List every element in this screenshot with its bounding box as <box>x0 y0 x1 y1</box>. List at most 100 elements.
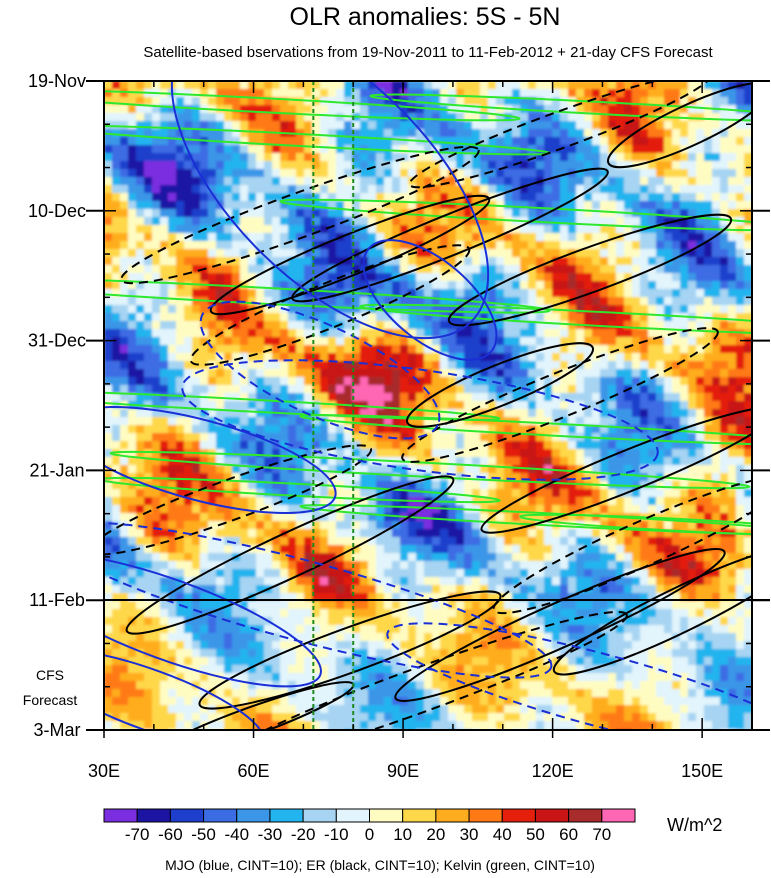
heatmap-cell <box>424 545 433 554</box>
heatmap-cell <box>464 393 473 402</box>
heatmap-cell <box>616 497 625 506</box>
heatmap-cell <box>704 185 713 194</box>
heatmap-cell <box>488 393 497 402</box>
heatmap-cell <box>496 537 505 546</box>
heatmap-cell <box>680 353 689 362</box>
heatmap-cell <box>168 185 177 194</box>
heatmap-cell <box>144 489 153 498</box>
heatmap-cell <box>664 313 673 322</box>
heatmap-cell <box>696 561 705 570</box>
heatmap-cell <box>488 297 497 306</box>
heatmap-cell <box>144 305 153 314</box>
heatmap-cell <box>432 249 441 258</box>
heatmap-cell <box>192 217 201 226</box>
heatmap-cell <box>656 161 665 170</box>
heatmap-cell <box>520 169 529 178</box>
heatmap-cell <box>712 305 721 314</box>
heatmap-cell <box>600 417 609 426</box>
heatmap-cell <box>464 209 473 218</box>
heatmap-cell <box>128 185 137 194</box>
heatmap-cell <box>512 337 521 346</box>
heatmap-cell <box>488 121 497 130</box>
heatmap-cell <box>240 121 249 130</box>
heatmap-cell <box>216 545 225 554</box>
heatmap-cell <box>184 465 193 474</box>
heatmap-cell <box>504 201 513 210</box>
heatmap-cell <box>240 265 249 274</box>
heatmap-cell <box>432 537 441 546</box>
heatmap-cell <box>104 385 113 394</box>
heatmap-cell <box>160 257 169 266</box>
heatmap-cell <box>368 297 377 306</box>
heatmap-cell <box>560 289 569 298</box>
heatmap-cell <box>624 161 633 170</box>
heatmap-cell <box>744 177 752 186</box>
heatmap-cell <box>632 233 641 242</box>
heatmap-cell <box>296 113 305 122</box>
heatmap-cell <box>304 561 313 570</box>
heatmap-cell <box>392 401 401 410</box>
heatmap-cell <box>696 305 705 314</box>
heatmap-cell <box>536 329 545 338</box>
heatmap-cell <box>672 377 681 386</box>
heatmap-cell <box>584 209 593 218</box>
heatmap-cell <box>344 201 353 210</box>
heatmap-cell <box>712 425 721 434</box>
heatmap-cell <box>320 161 329 170</box>
heatmap-cell <box>416 129 425 138</box>
heatmap-cell <box>728 545 737 554</box>
heatmap-cell <box>488 225 497 234</box>
heatmap-cell <box>144 97 153 106</box>
heatmap-cell <box>544 329 553 338</box>
heatmap-cell <box>176 193 185 202</box>
heatmap-cell <box>712 161 721 170</box>
heatmap-cell <box>152 97 161 106</box>
heatmap-cell <box>608 321 617 330</box>
heatmap-cell <box>216 401 225 410</box>
heatmap-cell <box>432 329 441 338</box>
heatmap-cell <box>456 521 465 530</box>
heatmap-cell <box>424 441 433 450</box>
heatmap-cell <box>472 257 481 266</box>
heatmap-cell <box>736 241 745 250</box>
heatmap-cell <box>208 121 217 130</box>
heatmap-cell <box>280 433 289 442</box>
heatmap-cell <box>144 417 153 426</box>
heatmap-cell <box>160 233 169 242</box>
heatmap-cell <box>632 489 641 498</box>
heatmap-cell <box>448 561 457 570</box>
heatmap-cell <box>512 273 521 282</box>
heatmap-cell <box>464 137 473 146</box>
heatmap-cell <box>248 329 257 338</box>
heatmap-cell <box>440 161 449 170</box>
heatmap-cell <box>136 457 145 466</box>
heatmap-cell <box>168 209 177 218</box>
heatmap-cell <box>592 121 601 130</box>
heatmap-cell <box>384 465 393 474</box>
heatmap-cell <box>744 409 752 418</box>
heatmap-cell <box>368 273 377 282</box>
heatmap-cell <box>264 465 273 474</box>
heatmap-cell <box>512 457 521 466</box>
heatmap-cell <box>552 289 561 298</box>
heatmap-cell <box>504 473 513 482</box>
heatmap-cell <box>328 313 337 322</box>
heatmap-cell <box>240 281 249 290</box>
heatmap-cell <box>448 441 457 450</box>
heatmap-cell <box>704 505 713 514</box>
heatmap-cell <box>168 297 177 306</box>
heatmap-cell <box>632 353 641 362</box>
heatmap-cell <box>248 145 257 154</box>
heatmap-cell <box>360 417 369 426</box>
heatmap-cell <box>720 217 729 226</box>
heatmap-cell <box>224 345 233 354</box>
heatmap-cell <box>112 377 121 386</box>
heatmap-cell <box>176 201 185 210</box>
heatmap-cell <box>544 137 553 146</box>
heatmap-cell <box>128 217 137 226</box>
heatmap-cell <box>448 553 457 562</box>
heatmap-cell <box>544 233 553 242</box>
heatmap-cell <box>376 289 385 298</box>
heatmap-cell <box>712 257 721 266</box>
heatmap-cell <box>200 241 209 250</box>
